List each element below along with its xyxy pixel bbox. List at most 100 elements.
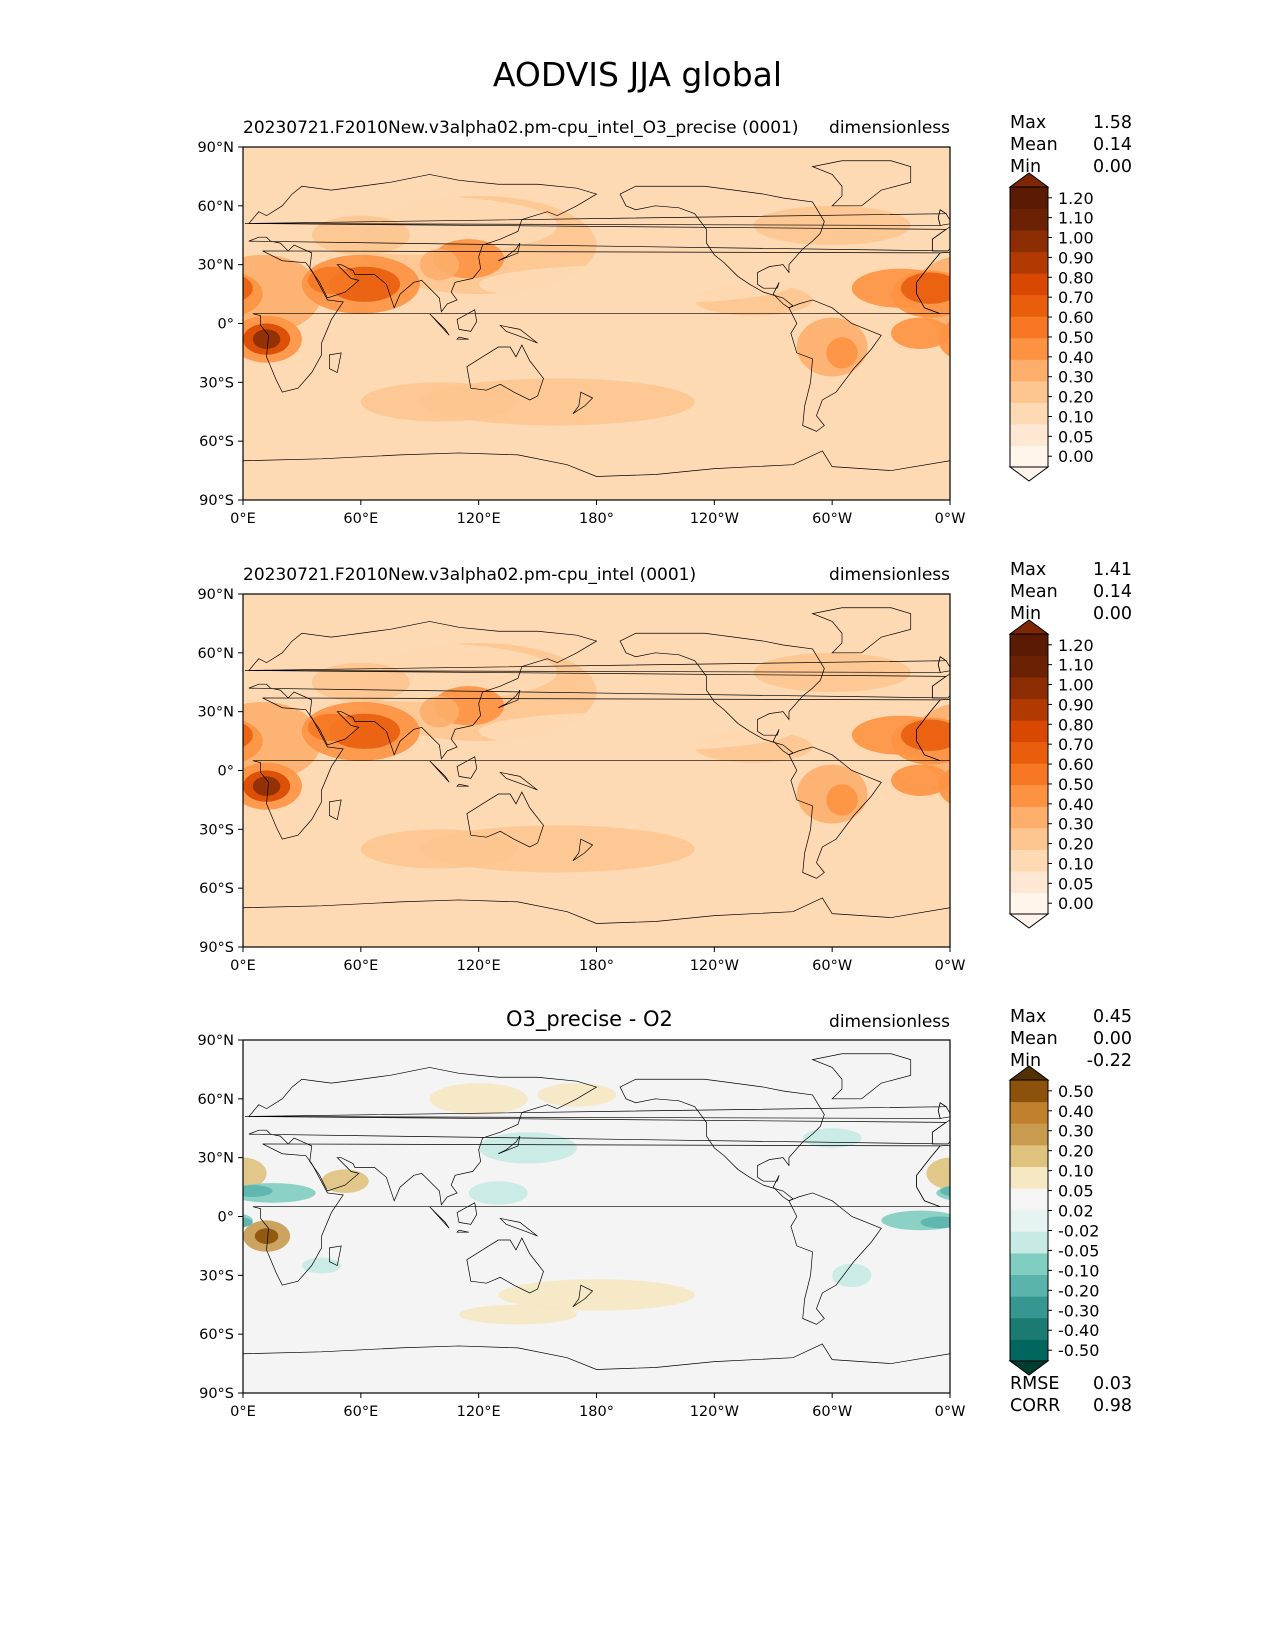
field-blob xyxy=(1176,1181,1235,1205)
colorbar-tick-label: -0.50 xyxy=(1058,1341,1099,1360)
field-blob xyxy=(243,1183,316,1203)
panel-3-stats: Max 0.45 Mean 0.00 Min -0.22 xyxy=(1010,1006,1132,1072)
field-blob xyxy=(419,248,460,281)
field-blob xyxy=(1140,239,1211,278)
lat-tick-label: 60°S xyxy=(199,434,234,450)
field-blob xyxy=(802,1128,862,1148)
field-blob xyxy=(1186,1132,1275,1163)
coastline xyxy=(1205,1136,1227,1154)
colorbar-over-extension xyxy=(1008,172,1050,188)
colorbar-tick-label: 0.70 xyxy=(1058,288,1094,307)
stat-max: Max 0.45 xyxy=(1010,1007,1132,1027)
colorbar-segment xyxy=(1010,402,1048,425)
field-blob xyxy=(960,329,987,349)
field-blob xyxy=(926,1157,950,1190)
coastline xyxy=(572,838,594,862)
coastline xyxy=(252,1143,941,1286)
colorbar-tick-label: 1.20 xyxy=(1058,636,1094,655)
field-blob xyxy=(1068,196,1275,294)
colorbar-segment xyxy=(1010,208,1048,231)
coastline xyxy=(498,242,521,262)
lat-tick-label: 90°N xyxy=(197,587,234,603)
panel-2-units: dimensionless xyxy=(829,565,950,585)
colorbar-tick-label: 0.20 xyxy=(1058,1142,1094,1161)
coastline xyxy=(466,1237,544,1294)
panel-2-title: 20230721.F2010New.v3alpha02.pm-cpu_intel… xyxy=(243,565,697,585)
coastline xyxy=(1164,310,1184,332)
stat-max: Max 1.58 xyxy=(1010,113,1132,133)
lat-tick-label: 90°S xyxy=(199,940,234,956)
lat-tick-label: 60°N xyxy=(197,646,234,662)
coastline xyxy=(456,1229,469,1233)
field-blob xyxy=(1127,696,1166,727)
field-blob xyxy=(459,1304,577,1325)
field-blob xyxy=(0,284,106,315)
colorbar-segment xyxy=(1010,763,1048,786)
field-blob xyxy=(891,764,950,796)
coastline xyxy=(931,673,950,699)
colorbar-tick-label: 0.60 xyxy=(1058,308,1094,327)
coastline xyxy=(1164,337,1176,339)
colorbar-tick-label: -0.40 xyxy=(1058,1321,1099,1340)
coastline xyxy=(466,791,544,848)
field-blob xyxy=(1127,825,1275,872)
colorbar-frame xyxy=(1009,1079,1049,1362)
colorbar-segment xyxy=(1010,870,1048,893)
field-blob xyxy=(478,711,793,751)
colorbar-over-extension xyxy=(1008,1065,1050,1081)
lat-tick-label: 90°S xyxy=(199,493,234,509)
coastline xyxy=(329,352,342,374)
coastline xyxy=(619,185,825,309)
lon-tick-label: 180° xyxy=(579,958,614,974)
lon-tick-label: 0°W xyxy=(935,511,966,527)
colorbar-tick-label: 0.60 xyxy=(1058,755,1094,774)
lat-tick-label: 60°S xyxy=(199,1327,234,1343)
lon-tick-label: 60°E xyxy=(343,1404,378,1420)
lon-tick-label: 60°E xyxy=(343,511,378,527)
stat-min: Min 0.00 xyxy=(1010,604,1132,624)
colorbar-segment xyxy=(1010,230,1048,253)
coastline xyxy=(499,771,538,791)
colorbar-tick-label: 0.50 xyxy=(1058,775,1094,794)
lon-tick-label: 120°E xyxy=(457,1404,501,1420)
field-blob xyxy=(1127,378,1275,425)
coastline xyxy=(1174,345,1251,400)
panel-3-units: dimensionless xyxy=(829,1012,950,1032)
colorbar-tick-label: 0.20 xyxy=(1058,388,1094,407)
lat-tick-label: 90°N xyxy=(197,140,234,156)
colorbar-tick-label: 0.30 xyxy=(1058,815,1094,834)
panel-2-stats: Max 1.41 Mean 0.14 Min 0.00 xyxy=(1010,559,1132,625)
coastline xyxy=(456,309,478,332)
field-blob xyxy=(96,1128,155,1148)
coastline xyxy=(788,299,882,432)
coastline xyxy=(456,336,469,340)
colorbar-segment xyxy=(1010,1209,1048,1232)
field-blob xyxy=(311,662,410,702)
colorbar-segment xyxy=(1010,1144,1048,1167)
field-blob xyxy=(145,269,243,308)
colorbar-tick-label: 0.50 xyxy=(1058,328,1094,347)
field-blob xyxy=(90,765,161,824)
coastline xyxy=(248,1067,949,1206)
colorbar-tick-label: 0.70 xyxy=(1058,735,1094,754)
colorbar-tick-label: -0.02 xyxy=(1058,1221,1099,1240)
coastline xyxy=(466,344,544,401)
lon-tick-label: 120°E xyxy=(457,511,501,527)
lon-tick-label: 120°W xyxy=(690,1404,739,1420)
stat-max: Max 1.41 xyxy=(1010,560,1132,580)
map-panel-3: 90°N 60°N 30°N 0° 30°S 60°S 90°S 0°E 60°E 120°E 18… xyxy=(96,1033,1275,1420)
coastline xyxy=(1164,784,1176,786)
lon-tick-label: 60°E xyxy=(343,958,378,974)
field-blob xyxy=(419,695,460,728)
colorbar-segment xyxy=(1010,337,1048,360)
colorbar-tick-label: -0.05 xyxy=(1058,1241,1099,1260)
field-blob xyxy=(321,1169,369,1193)
coastline xyxy=(243,450,950,500)
colorbar-tick-label: 0.10 xyxy=(1058,1162,1094,1181)
colorbar-under-extension xyxy=(1008,466,1050,482)
field-blob xyxy=(920,1216,950,1229)
field-blob xyxy=(900,272,950,304)
lon-tick-label: 0°E xyxy=(230,1404,256,1420)
lat-tick-label: 30°N xyxy=(197,258,234,274)
